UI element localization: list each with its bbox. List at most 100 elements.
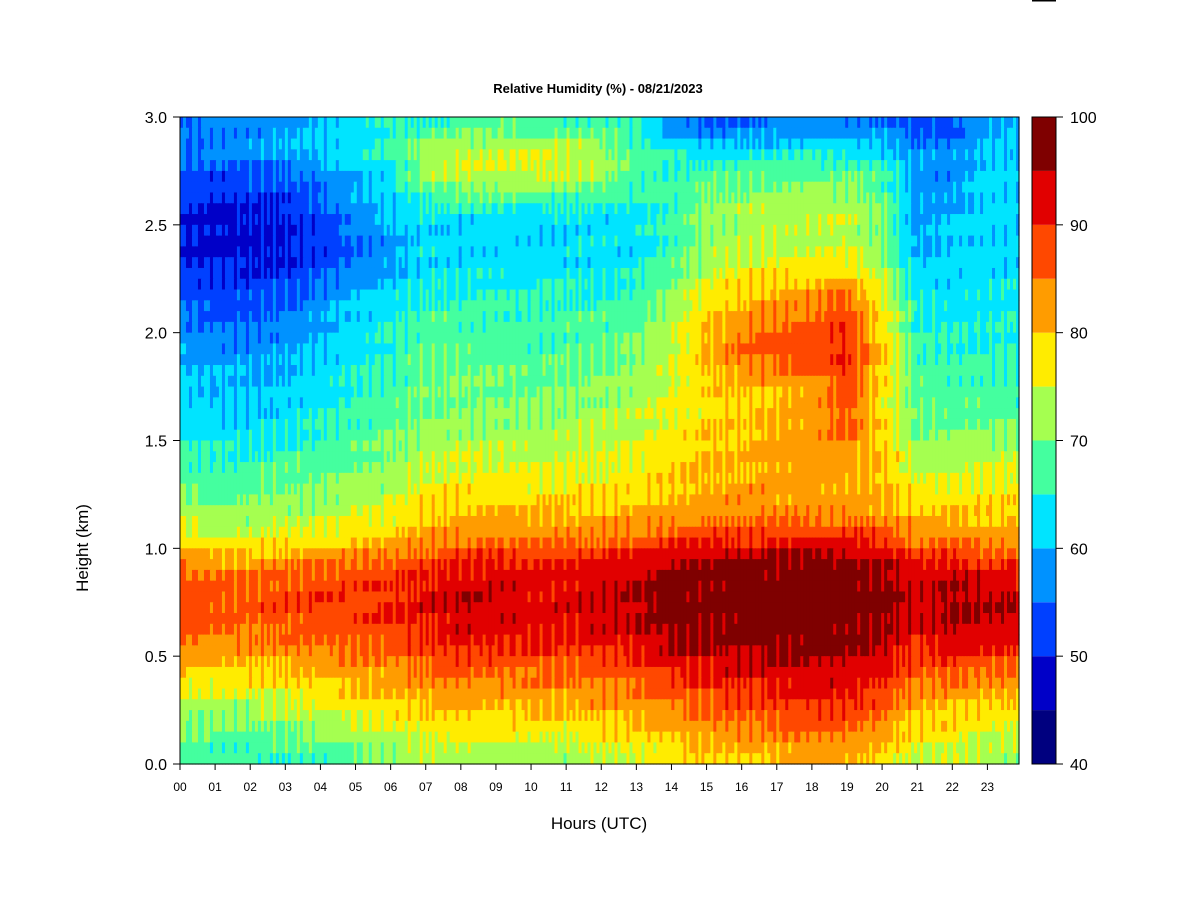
heatmap-cell <box>383 224 388 237</box>
heatmap-cell <box>767 138 771 150</box>
heatmap-cell <box>227 170 232 183</box>
heatmap-cell <box>302 278 307 291</box>
heatmap-cell <box>509 149 514 161</box>
heatmap-cell <box>188 257 193 269</box>
heatmap-cell <box>599 138 604 150</box>
heatmap-cell <box>554 127 559 140</box>
heatmap-cell <box>737 257 741 269</box>
heatmap-cell <box>842 224 846 237</box>
heatmap-cell <box>485 257 490 269</box>
heatmap-cell <box>314 192 319 204</box>
heatmap-cell <box>800 181 804 194</box>
heatmap-cell <box>311 300 316 312</box>
heatmap-cell <box>914 235 918 247</box>
heatmap-cell <box>446 149 451 161</box>
heatmap-cell <box>893 117 897 129</box>
heatmap-cell <box>782 181 786 194</box>
heatmap-cell <box>236 257 241 269</box>
heatmap-cell <box>860 224 864 237</box>
heatmap-cell <box>689 203 693 215</box>
heatmap-cell <box>575 181 580 194</box>
heatmap-cell <box>1010 267 1014 280</box>
heatmap-cell <box>953 203 957 215</box>
heatmap-cell <box>272 278 277 291</box>
heatmap-cell <box>386 224 391 237</box>
heatmap-cell <box>317 149 322 161</box>
heatmap-cell <box>1007 235 1011 247</box>
heatmap-cell <box>629 138 634 150</box>
heatmap-cell <box>263 170 268 183</box>
heatmap-cell <box>896 192 900 204</box>
heatmap-cell <box>272 138 277 150</box>
heatmap-cell <box>767 181 771 194</box>
heatmap-cell <box>308 300 313 312</box>
heatmap-cell <box>512 203 517 215</box>
heatmap-cell <box>386 300 391 312</box>
heatmap-cell <box>803 267 807 280</box>
heatmap-cell <box>734 224 738 237</box>
heatmap-cell <box>431 149 436 161</box>
heatmap-cell <box>557 203 562 215</box>
heatmap-cell <box>1010 203 1014 215</box>
heatmap-cell <box>434 289 439 301</box>
heatmap-cell <box>884 267 888 280</box>
heatmap-cell <box>248 149 253 161</box>
heatmap-cell <box>536 278 541 291</box>
heatmap-cell <box>482 214 487 226</box>
heatmap-cell <box>497 246 502 258</box>
heatmap-cell <box>374 246 379 258</box>
heatmap-cell <box>809 127 813 140</box>
heatmap-cell <box>575 278 580 291</box>
heatmap-cell <box>272 170 277 183</box>
heatmap-cell <box>467 235 472 247</box>
heatmap-cell <box>767 214 771 226</box>
heatmap-cell <box>974 267 978 280</box>
heatmap-cell <box>200 235 205 247</box>
heatmap-cell <box>215 117 220 129</box>
heatmap-cell <box>851 170 855 183</box>
heatmap-cell <box>668 246 673 258</box>
heatmap-cell <box>251 257 256 269</box>
heatmap-cell <box>812 127 816 140</box>
heatmap-cell <box>317 235 322 247</box>
heatmap-cell <box>506 127 511 140</box>
heatmap-cell <box>680 160 684 172</box>
heatmap-cell <box>755 214 759 226</box>
heatmap-cell <box>497 127 502 140</box>
heatmap-cell <box>1007 138 1011 150</box>
heatmap-cell <box>263 300 268 312</box>
heatmap-cell <box>782 138 786 150</box>
heatmap-cell <box>350 246 355 258</box>
heatmap-cell <box>584 224 589 237</box>
heatmap-cell <box>497 117 502 129</box>
heatmap-cell <box>194 138 199 150</box>
heatmap-cell <box>722 300 726 312</box>
heatmap-cell <box>725 181 729 194</box>
heatmap-cell <box>842 278 846 291</box>
heatmap-cell <box>662 138 667 150</box>
heatmap-cell <box>497 149 502 161</box>
heatmap-cell <box>659 127 664 140</box>
heatmap-cell <box>536 149 541 161</box>
heatmap-cell <box>755 300 759 312</box>
heatmap-cell <box>191 181 196 194</box>
heatmap-cell <box>224 257 229 269</box>
heatmap-cell <box>236 289 241 301</box>
heatmap-cell <box>287 192 292 204</box>
heatmap-cell <box>386 117 391 129</box>
heatmap-cell <box>899 257 903 269</box>
heatmap-cell <box>401 170 406 183</box>
heatmap-cell <box>494 117 499 129</box>
heatmap-cell <box>884 160 888 172</box>
heatmap-cell <box>803 203 807 215</box>
heatmap-cell <box>437 117 442 129</box>
heatmap-cell <box>866 138 870 150</box>
heatmap-cell <box>896 224 900 237</box>
heatmap-cell <box>272 214 277 226</box>
heatmap-cell <box>395 170 400 183</box>
heatmap-cell <box>395 192 400 204</box>
heatmap-cell <box>503 214 508 226</box>
heatmap-cell <box>914 224 918 237</box>
heatmap-cell <box>662 203 667 215</box>
heatmap-cell <box>410 149 415 161</box>
